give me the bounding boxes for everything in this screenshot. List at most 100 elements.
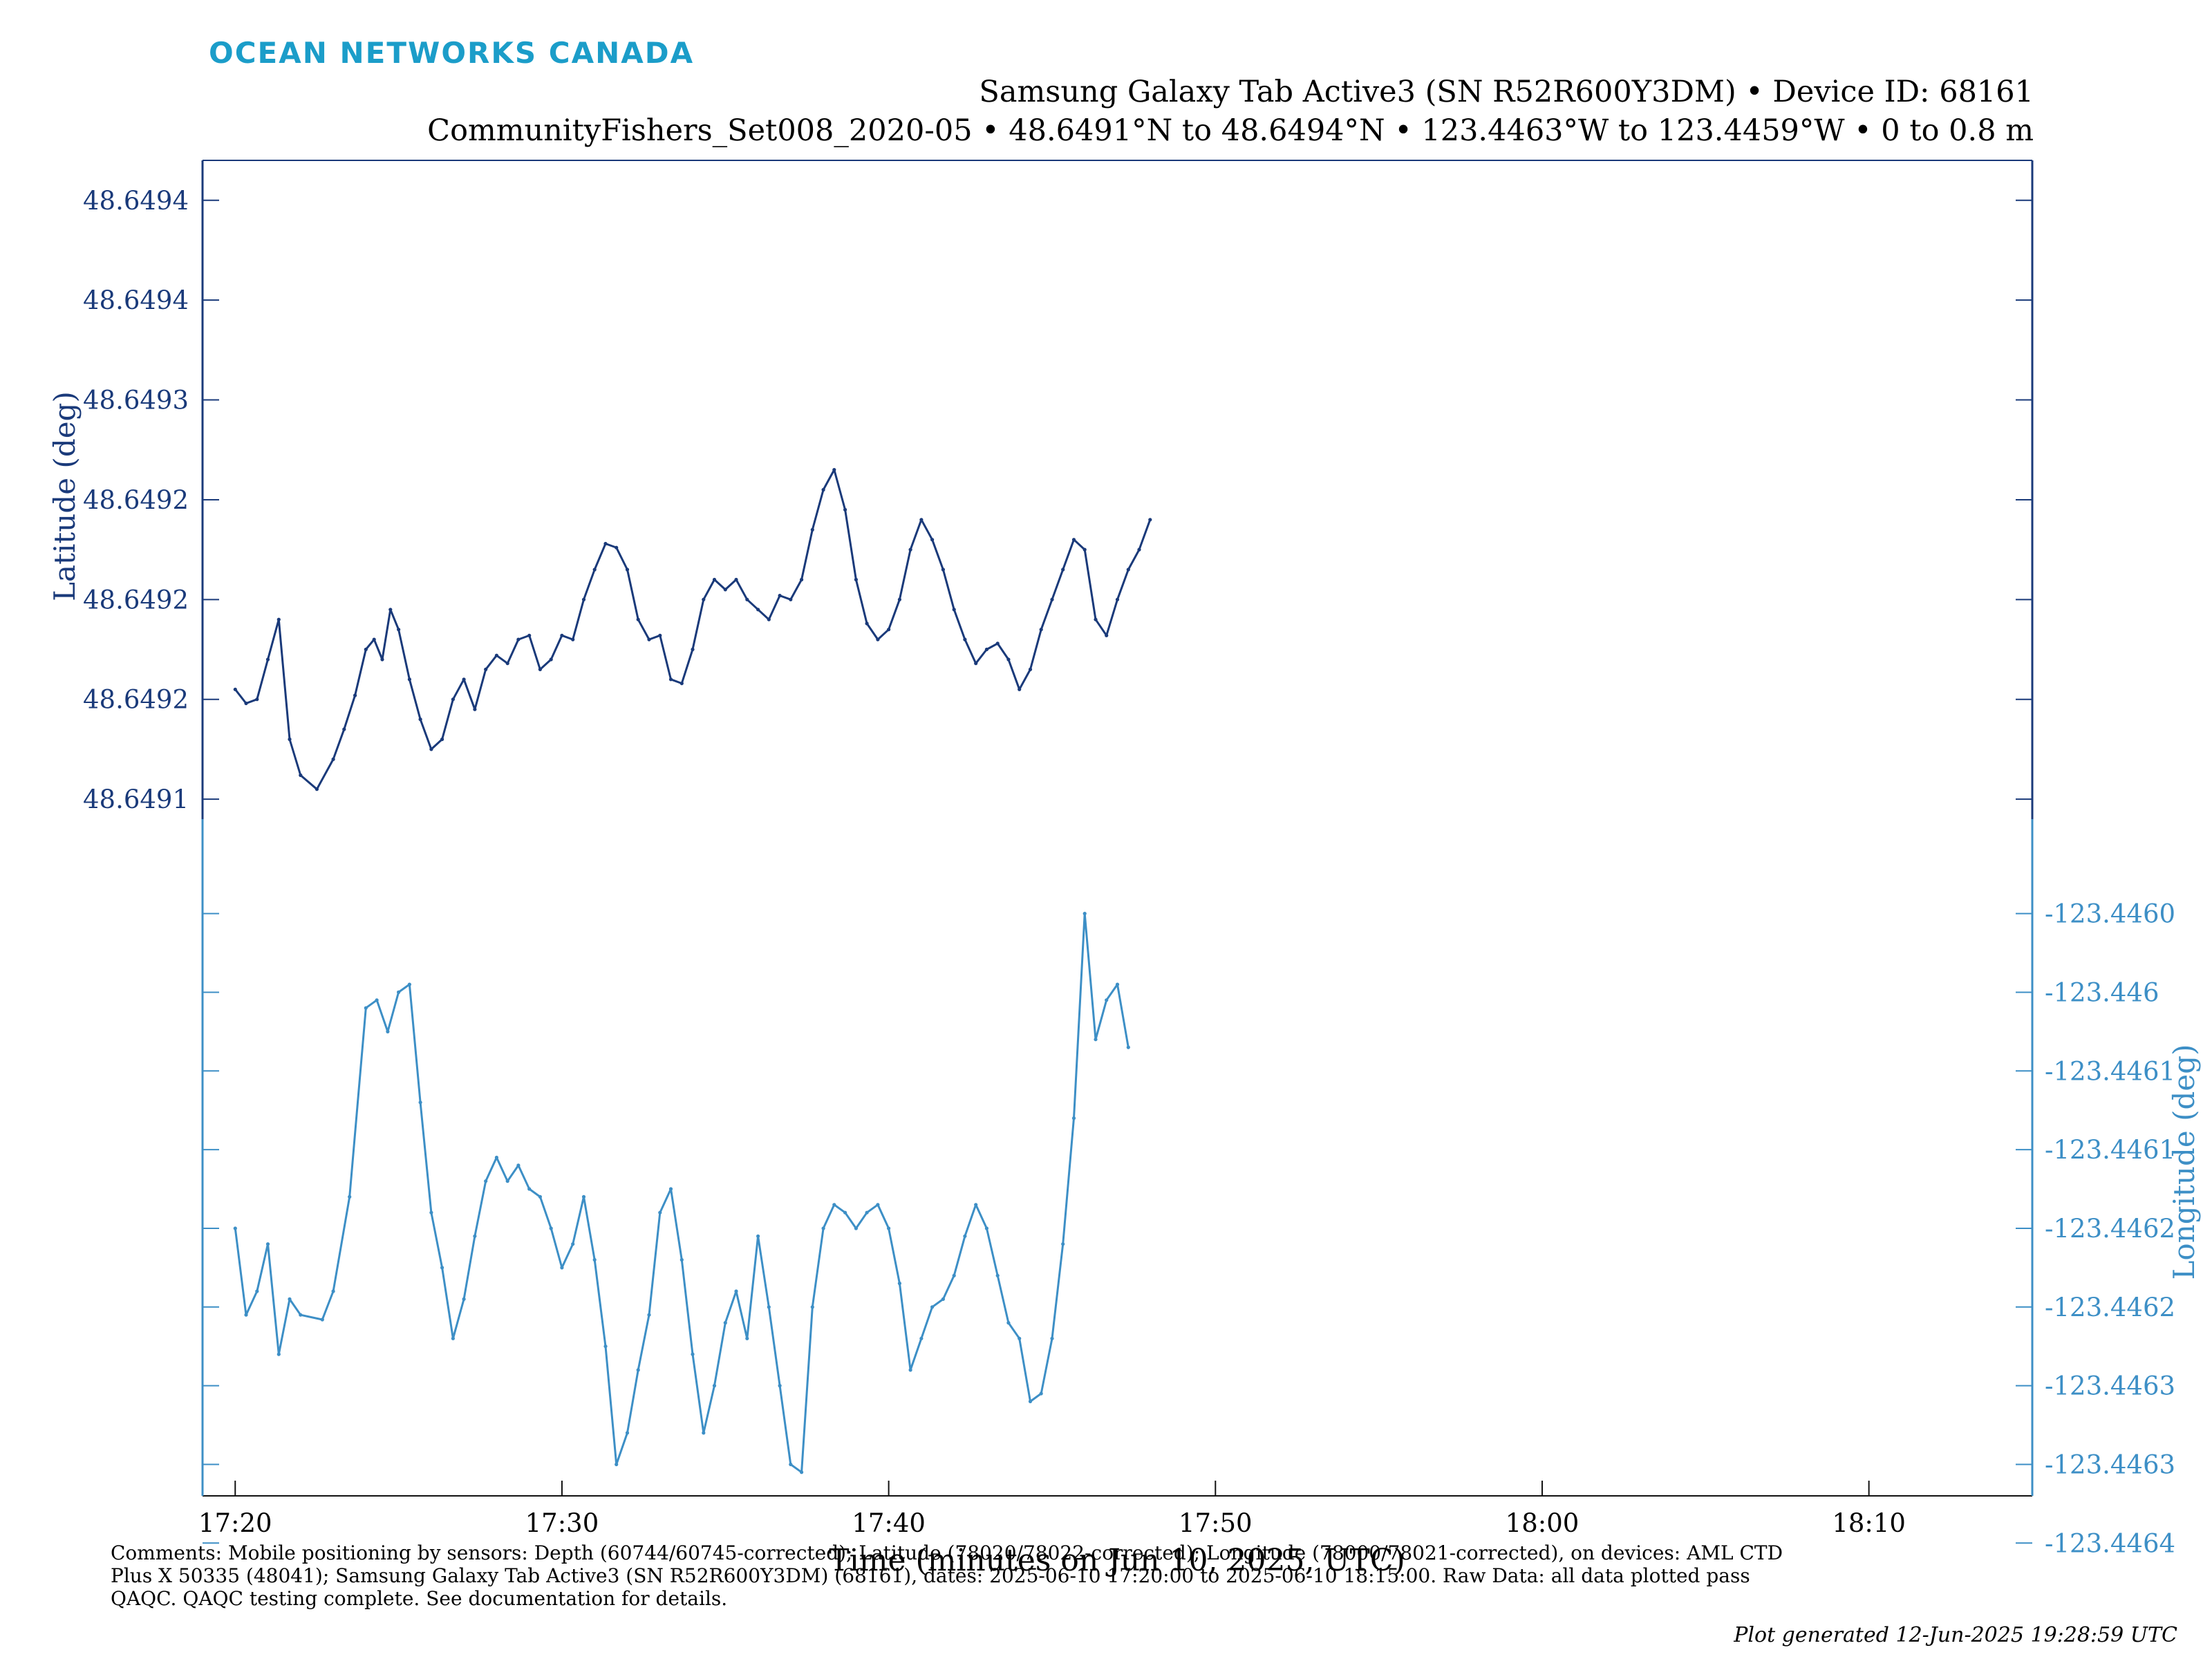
time-axis: 17:20 17:30 17:40 17:50 18:00 18:10: [198, 1481, 1906, 1538]
latitude-series-point: [1126, 568, 1130, 572]
latitude-series-point: [1071, 538, 1076, 542]
latitude-axis: 48.6491 48.6492 48.6492 48.6492 48.6493 48.64…: [83, 186, 2032, 814]
longitude-series-point: [276, 1352, 281, 1356]
time-tick-label: 18:10: [1832, 1508, 1906, 1538]
longitude-series-point: [581, 1194, 586, 1199]
latitude-series-point: [963, 637, 967, 641]
brand-logo: OCEAN NETWORKS CANADA: [209, 36, 695, 70]
longitude-series-point: [854, 1226, 858, 1230]
longitude-series-point: [887, 1226, 891, 1230]
longitude-series-point: [386, 1029, 390, 1033]
time-tick-label: 17:50: [1179, 1508, 1253, 1538]
latitude-tick-label: 48.6492: [83, 585, 189, 615]
latitude-series-point: [767, 617, 771, 621]
longitude-series-point: [810, 1305, 814, 1309]
longitude-tick-label: -123.4460: [2045, 899, 2175, 929]
latitude-series-point: [1082, 547, 1087, 552]
longitude-series-point: [930, 1305, 935, 1309]
latitude-series-point: [930, 538, 935, 542]
latitude-series-point: [625, 568, 630, 572]
longitude-series-point: [745, 1336, 749, 1340]
longitude-series-point: [952, 1273, 956, 1277]
latitude-series-point: [658, 633, 662, 637]
latitude-series-point: [984, 647, 988, 652]
time-tick-label: 17:30: [525, 1508, 599, 1538]
latitude-tick-label: 48.6493: [83, 386, 189, 415]
latitude-series-point: [560, 633, 564, 637]
longitude-series-point: [984, 1226, 988, 1230]
latitude-series-point: [315, 787, 319, 791]
latitude-series-point: [995, 641, 1000, 646]
latitude-series-point: [1018, 687, 1022, 691]
longitude-series-point: [603, 1344, 608, 1349]
latitude-tick-label: 48.6491: [83, 785, 189, 814]
latitude-series-point: [571, 637, 575, 641]
latitude-series-point: [702, 597, 706, 601]
longitude-series-point: [712, 1384, 717, 1388]
longitude-series-point: [702, 1431, 706, 1435]
longitude-series-point: [233, 1226, 237, 1230]
longitude-series-point: [778, 1384, 782, 1388]
longitude-series-point: [1094, 1038, 1098, 1042]
longitude-series-point: [800, 1470, 804, 1474]
longitude-series-point: [1082, 912, 1087, 916]
longitude-series-point: [1115, 982, 1120, 986]
longitude-axis: -123.4460 -123.446 -123.4461 -123.4461 -123.…: [203, 899, 2175, 1558]
longitude-series-point: [963, 1234, 967, 1238]
longitude-series-point: [658, 1210, 662, 1215]
latitude-series-point: [832, 468, 836, 472]
longitude-series-point: [625, 1431, 630, 1435]
longitude-series-point: [1071, 1116, 1076, 1121]
latitude-series-point: [380, 657, 384, 662]
longitude-series-point: [560, 1266, 564, 1270]
longitude-series-point: [331, 1289, 335, 1293]
series-layer: [233, 468, 1152, 1474]
latitude-series-point: [418, 718, 422, 722]
latitude-series-point: [1148, 518, 1152, 522]
latitude-series-point: [974, 662, 978, 666]
chart-title-line2: CommunityFishers_Set008_2020-05 • 48.649…: [427, 113, 2034, 148]
latitude-series-point: [734, 577, 738, 582]
latitude-series-point: [265, 657, 270, 662]
latitude-series-point: [397, 628, 401, 632]
latitude-tick-label: 48.6494: [83, 186, 189, 216]
longitude-series-point: [1028, 1399, 1033, 1403]
longitude-series-point: [484, 1179, 488, 1183]
latitude-series-point: [494, 653, 499, 657]
longitude-series-point: [723, 1321, 727, 1325]
latitude-series-point: [516, 637, 521, 641]
latitude-series-point: [712, 577, 717, 582]
latitude-series-point: [876, 637, 880, 641]
longitude-series-point: [1018, 1336, 1022, 1340]
latitude-series-point: [255, 697, 259, 702]
latitude-series-point: [372, 637, 376, 641]
longitude-series-point: [767, 1305, 771, 1309]
plot-generated-note: Plot generated 12-Jun-2025 19:28:59 UTC: [1734, 1623, 2177, 1647]
latitude-series-point: [691, 647, 695, 652]
time-tick-label: 17:40: [852, 1508, 926, 1538]
chart-title-line1: Samsung Galaxy Tab Active3 (SN R52R600Y3…: [979, 75, 2034, 109]
longitude-series-point: [668, 1187, 673, 1191]
latitude-series-point: [1028, 667, 1033, 672]
longitude-series-point: [473, 1234, 477, 1238]
latitude-series-point: [756, 608, 760, 612]
longitude-series-point: [876, 1203, 880, 1207]
longitude-series-point: [299, 1313, 303, 1317]
latitude-series-point: [407, 677, 412, 682]
longitude-series-point: [440, 1266, 444, 1270]
latitude-series-point: [1115, 597, 1120, 601]
longitude-series-point: [505, 1179, 509, 1183]
longitude-tick-label: -123.446: [2045, 977, 2159, 1007]
latitude-series-point: [484, 667, 488, 672]
latitude-series-point: [440, 737, 444, 742]
latitude-series-point: [462, 677, 466, 682]
longitude-series-point: [418, 1100, 422, 1105]
latitude-series-point: [592, 568, 597, 572]
latitude-series-point: [1006, 657, 1011, 662]
latitude-series-point: [505, 662, 509, 666]
latitude-series-point: [429, 747, 433, 751]
longitude-series-point: [348, 1194, 352, 1199]
longitude-series-point: [527, 1187, 532, 1191]
latitude-series-point: [603, 541, 608, 546]
latitude-series-point: [388, 608, 393, 612]
